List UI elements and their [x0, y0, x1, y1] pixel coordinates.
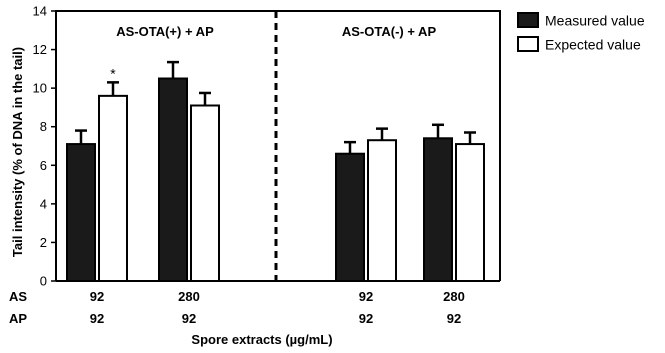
category-value: 280	[443, 289, 465, 304]
bar-measured	[423, 137, 453, 282]
bar-expected	[455, 143, 485, 282]
y-axis: 0 2 4 6 8 10 12 14	[33, 4, 56, 289]
x-axis-title: Spore extracts (µg/mL)	[191, 332, 332, 347]
category-value: 92	[359, 311, 373, 326]
y-tick-label: 8	[40, 119, 47, 134]
category-value: 92	[182, 311, 196, 326]
group-titles: AS-OTA(+) + AP AS-OTA(-) + AP	[116, 24, 436, 39]
y-tick-label: 4	[40, 196, 47, 211]
y-axis-title: Tail intensity (% of DNA in the tail)	[10, 47, 25, 257]
category-value: 92	[90, 289, 104, 304]
y-tick-label: 0	[40, 274, 47, 289]
legend: Measured value Expected value	[517, 12, 645, 53]
group-title: AS-OTA(-) + AP	[342, 24, 437, 39]
legend-label: Measured value	[545, 13, 645, 29]
y-tick-label: 6	[40, 158, 47, 173]
y-tick-label: 2	[40, 235, 47, 250]
bar-measured	[335, 152, 365, 282]
category-value: 280	[178, 289, 200, 304]
category-labels: AS 92 280 92 280 AP 92 92 92 92	[9, 289, 465, 326]
error-bars	[75, 60, 476, 154]
y-tick-label: 10	[33, 81, 47, 96]
row-label: AP	[9, 311, 27, 326]
bar-expected	[98, 94, 128, 282]
legend-swatch	[517, 12, 539, 28]
category-value: 92	[359, 289, 373, 304]
legend-swatch	[517, 36, 539, 52]
bar-expected	[190, 104, 220, 282]
category-value: 92	[447, 311, 461, 326]
legend-label: Expected value	[545, 37, 641, 53]
plot-border	[55, 10, 501, 281]
row-label: AS	[9, 289, 27, 304]
group-title: AS-OTA(+) + AP	[116, 24, 214, 39]
annotations: *	[110, 65, 116, 81]
bar-expected	[367, 139, 397, 282]
bar-measured	[66, 143, 96, 282]
category-value: 92	[90, 311, 104, 326]
significance-marker: *	[110, 65, 116, 81]
y-tick-label: 12	[33, 42, 47, 57]
y-tick-label: 14	[33, 4, 47, 19]
bar-measured	[158, 77, 188, 282]
